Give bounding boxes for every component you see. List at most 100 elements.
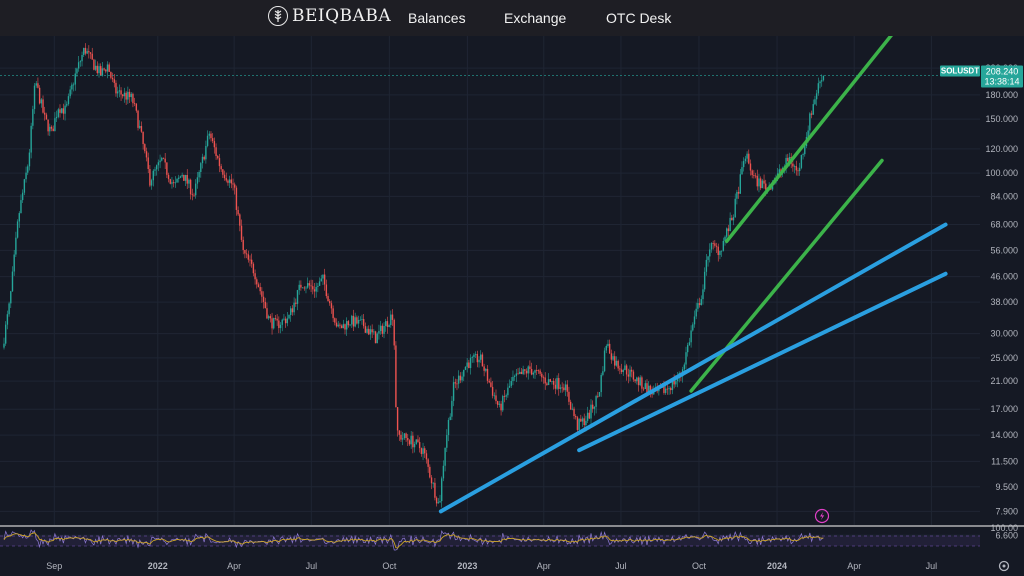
- nav-balances[interactable]: Balances: [408, 10, 466, 26]
- x-tick-label: 2022: [148, 561, 168, 571]
- candle-body: [245, 253, 248, 255]
- candle-body: [191, 194, 194, 196]
- candle-body: [687, 345, 689, 353]
- candle-body: [385, 321, 387, 326]
- candle-body: [466, 362, 468, 367]
- candle-body: [71, 84, 73, 90]
- candle-body: [527, 366, 529, 374]
- candle-body: [223, 174, 226, 179]
- candle-body: [510, 381, 512, 386]
- candle-body: [726, 228, 728, 237]
- candle-body: [586, 412, 589, 421]
- brand-logo[interactable]: BEIQBABA: [268, 6, 391, 26]
- candle-body: [103, 68, 105, 70]
- candle-body: [459, 375, 462, 381]
- candle-body: [220, 166, 222, 170]
- candle-body: [552, 380, 555, 385]
- candle-body: [35, 83, 37, 86]
- candle-body: [45, 114, 48, 120]
- candle-body: [354, 317, 356, 327]
- candle-body: [817, 83, 820, 94]
- candle-body: [717, 246, 719, 255]
- candle-body: [215, 147, 217, 157]
- candle-body: [323, 274, 326, 285]
- nav-exchange[interactable]: Exchange: [504, 10, 567, 26]
- candle-body: [196, 177, 199, 184]
- candle-body: [632, 371, 635, 380]
- candle-body: [532, 372, 535, 375]
- candle-body: [490, 382, 492, 387]
- candle-body: [395, 345, 397, 408]
- candle-body: [140, 126, 143, 132]
- symbol-label: SOLUSDT: [941, 66, 979, 75]
- candle-body: [256, 279, 258, 285]
- candle-body: [371, 329, 373, 333]
- candle-body: [476, 354, 479, 363]
- candle-body: [763, 180, 765, 184]
- candle-body: [746, 153, 748, 159]
- candle-body: [344, 324, 346, 330]
- candle-body: [93, 59, 95, 70]
- candle-body: [3, 343, 5, 348]
- candle-body: [581, 418, 584, 422]
- candle-body: [145, 151, 148, 158]
- candle-body: [361, 319, 363, 320]
- candle-body: [88, 51, 90, 53]
- price-chart[interactable]: 220.000180.000150.000120.000100.00084.00…: [0, 36, 1024, 576]
- candle-body: [641, 377, 643, 389]
- candle-body: [77, 62, 80, 69]
- candle-body: [47, 119, 49, 132]
- price-axis[interactable]: 220.000180.000150.000120.000100.00084.00…: [985, 63, 1018, 540]
- candle-body: [181, 174, 183, 177]
- candle-body: [76, 68, 78, 74]
- candle-body: [417, 439, 419, 443]
- candle-body: [447, 419, 450, 436]
- candle-body: [698, 303, 701, 306]
- candle-body: [707, 256, 709, 260]
- candle-body: [439, 501, 441, 503]
- candle-body: [137, 110, 139, 128]
- candle-body: [235, 187, 238, 210]
- candle-body: [671, 379, 674, 391]
- candle-body: [464, 366, 467, 370]
- nav-otc-desk[interactable]: OTC Desk: [606, 10, 672, 26]
- candle-body: [437, 502, 440, 504]
- gear-icon[interactable]: [998, 560, 1010, 572]
- candle-body: [40, 99, 43, 104]
- candle-body: [381, 325, 384, 334]
- candle-body: [132, 93, 134, 104]
- candle-body: [627, 374, 630, 377]
- candle-body: [471, 356, 473, 358]
- candle-body: [206, 135, 209, 146]
- rsi-axis-label: 100.00: [990, 523, 1018, 533]
- time-axis[interactable]: Sep 2022 Apr Jul Oct 2023 Apr Jul Oct 2024 Apr Jul: [46, 561, 937, 571]
- candle-body: [278, 320, 280, 329]
- candle-body: [809, 113, 811, 131]
- candle-body: [668, 388, 670, 390]
- candle-body: [352, 315, 355, 327]
- candle-body: [590, 404, 592, 419]
- candle-body: [449, 416, 451, 420]
- candle-body: [715, 245, 718, 247]
- candle-body: [13, 254, 15, 272]
- last-price-value: 208.240: [986, 66, 1019, 76]
- candle-body: [712, 243, 714, 244]
- candle-body: [115, 82, 117, 94]
- candle-body: [6, 314, 9, 325]
- candle-body: [515, 373, 518, 376]
- candle-body: [804, 146, 806, 155]
- logo-emblem-icon: [268, 6, 288, 26]
- candle-body: [578, 418, 580, 430]
- candle-body: [595, 396, 597, 407]
- candle-body: [624, 365, 626, 371]
- candle-body: [412, 435, 414, 448]
- candle-body: [500, 403, 502, 411]
- candle-body: [171, 182, 173, 184]
- candle-body: [539, 370, 541, 374]
- price-tag: [981, 65, 1023, 88]
- rsi-panel: 100.00: [0, 523, 1024, 551]
- candle-body: [734, 198, 736, 218]
- candle-body: [356, 317, 358, 324]
- candle-body: [276, 318, 278, 321]
- y-tick-label: 7.900: [995, 506, 1018, 516]
